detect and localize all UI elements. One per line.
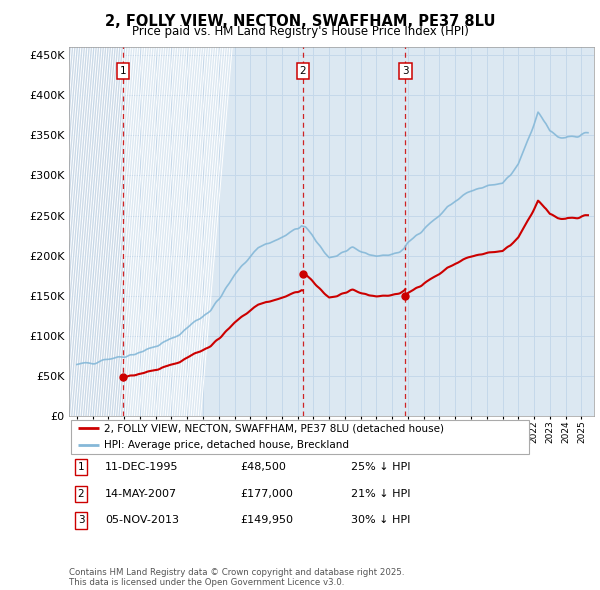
Text: 11-DEC-1995: 11-DEC-1995 bbox=[105, 463, 179, 472]
Text: 1: 1 bbox=[77, 463, 85, 472]
Text: 05-NOV-2013: 05-NOV-2013 bbox=[105, 516, 179, 525]
Text: Contains HM Land Registry data © Crown copyright and database right 2025.
This d: Contains HM Land Registry data © Crown c… bbox=[69, 568, 404, 587]
Text: 3: 3 bbox=[402, 66, 409, 76]
Text: 2: 2 bbox=[299, 66, 306, 76]
Text: 30% ↓ HPI: 30% ↓ HPI bbox=[351, 516, 410, 525]
Text: 14-MAY-2007: 14-MAY-2007 bbox=[105, 489, 177, 499]
Text: 21% ↓ HPI: 21% ↓ HPI bbox=[351, 489, 410, 499]
Text: Price paid vs. HM Land Registry's House Price Index (HPI): Price paid vs. HM Land Registry's House … bbox=[131, 25, 469, 38]
Text: 2, FOLLY VIEW, NECTON, SWAFFHAM, PE37 8LU: 2, FOLLY VIEW, NECTON, SWAFFHAM, PE37 8L… bbox=[105, 14, 495, 28]
Text: 2: 2 bbox=[77, 489, 85, 499]
FancyBboxPatch shape bbox=[71, 420, 529, 454]
Text: 1: 1 bbox=[119, 66, 126, 76]
Text: 25% ↓ HPI: 25% ↓ HPI bbox=[351, 463, 410, 472]
Bar bbox=[69, 47, 123, 416]
Text: 2, FOLLY VIEW, NECTON, SWAFFHAM, PE37 8LU (detached house): 2, FOLLY VIEW, NECTON, SWAFFHAM, PE37 8L… bbox=[104, 424, 443, 433]
Text: £48,500: £48,500 bbox=[240, 463, 286, 472]
Text: £177,000: £177,000 bbox=[240, 489, 293, 499]
Text: HPI: Average price, detached house, Breckland: HPI: Average price, detached house, Brec… bbox=[104, 441, 349, 450]
Text: £149,950: £149,950 bbox=[240, 516, 293, 525]
Text: 3: 3 bbox=[77, 516, 85, 525]
